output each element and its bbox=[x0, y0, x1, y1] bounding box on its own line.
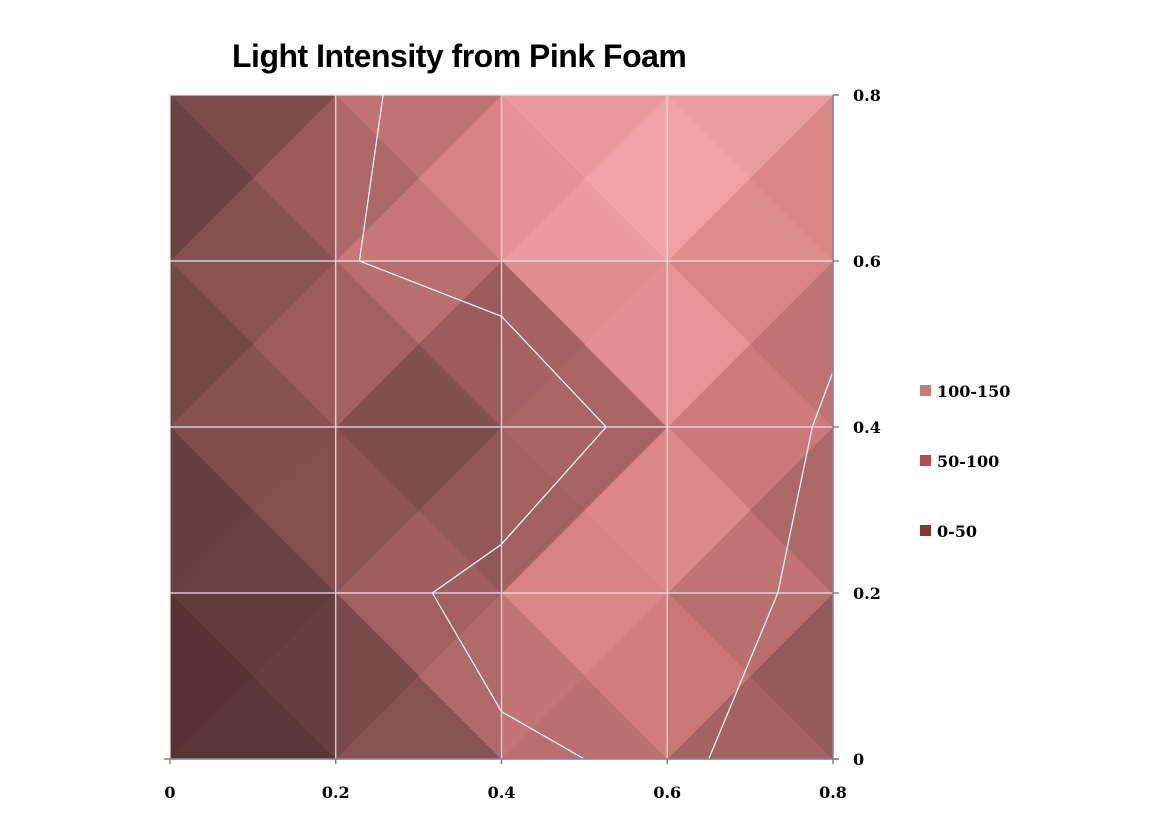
contour-segment bbox=[501, 426, 607, 545]
legend: 100-150 50-100 0-50 bbox=[920, 382, 1010, 541]
contour-segment bbox=[358, 94, 384, 262]
x-tick-label: 0.8 bbox=[819, 783, 847, 802]
chart-title: Light Intensity from Pink Foam bbox=[232, 38, 687, 74]
y-tick-label: 0.4 bbox=[853, 418, 881, 437]
contour-segment bbox=[777, 426, 813, 594]
contour-segment bbox=[501, 315, 607, 428]
legend-swatch bbox=[920, 525, 931, 536]
x-tick-label: 0.2 bbox=[322, 783, 350, 802]
contour-lines bbox=[358, 94, 834, 760]
x-tick-label: 0 bbox=[164, 783, 175, 802]
surface-cells bbox=[169, 94, 834, 760]
legend-label: 100-150 bbox=[937, 382, 1010, 401]
axes: 0 0.2 0.4 0.6 0.8 0 0.2 0.4 0.6 0.8 bbox=[164, 86, 881, 802]
y-tick-label: 0.6 bbox=[853, 252, 881, 271]
legend-label: 50-100 bbox=[937, 452, 999, 471]
contour-segment bbox=[811, 371, 834, 428]
contour-segment bbox=[432, 543, 502, 594]
contour-segment bbox=[501, 711, 585, 760]
contour-segment bbox=[431, 592, 503, 712]
legend-swatch bbox=[920, 385, 931, 396]
y-tick-label: 0.8 bbox=[853, 86, 881, 105]
x-tick-label: 0.4 bbox=[488, 783, 516, 802]
y-tick-label: 0 bbox=[853, 750, 864, 769]
legend-swatch bbox=[920, 455, 931, 466]
legend-label: 0-50 bbox=[937, 522, 977, 541]
y-tick-label: 0.2 bbox=[853, 584, 881, 603]
contour-segment bbox=[359, 260, 502, 317]
x-tick-label: 0.6 bbox=[653, 783, 681, 802]
contour-segment bbox=[708, 592, 779, 760]
